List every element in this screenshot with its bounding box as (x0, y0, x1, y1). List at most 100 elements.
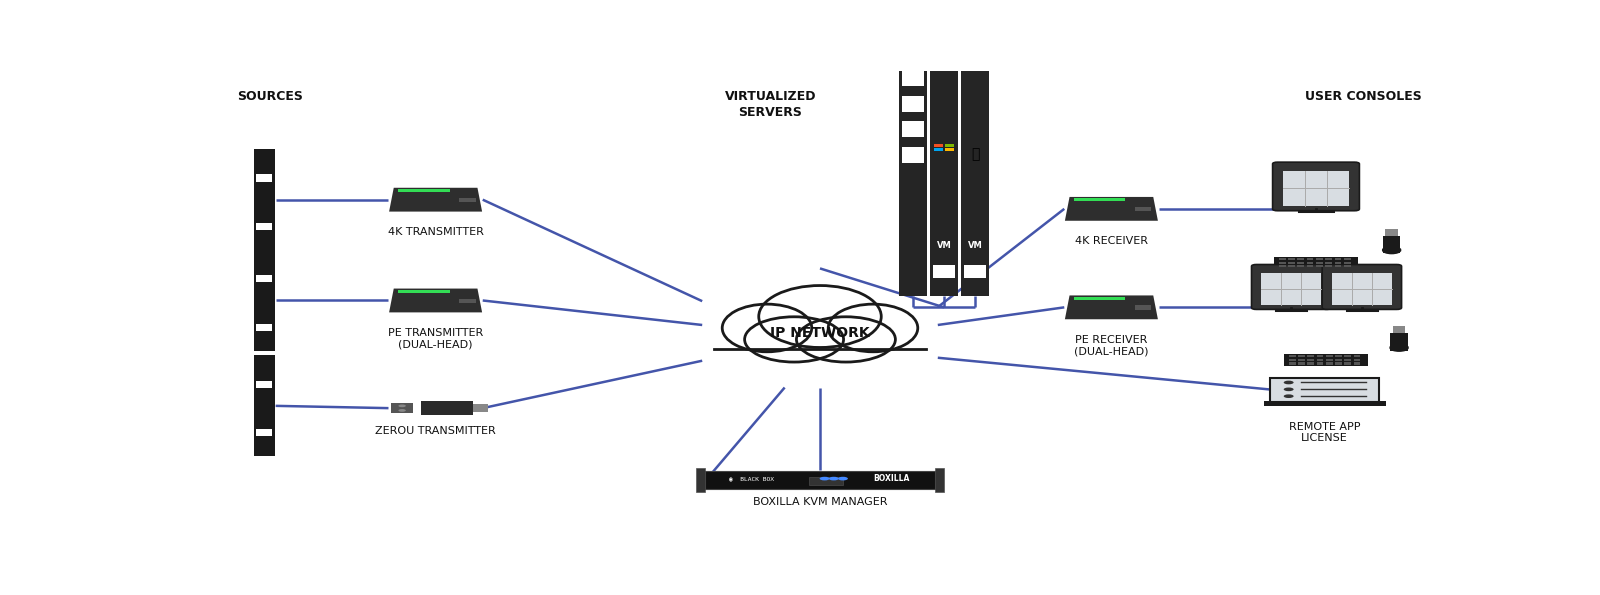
Circle shape (1283, 381, 1294, 384)
Bar (1307, 262, 1314, 264)
Bar (390, 403, 413, 413)
Bar (254, 149, 275, 250)
Text: USER CONSOLES: USER CONSOLES (1304, 90, 1421, 103)
Polygon shape (1066, 296, 1158, 320)
Text: BOXILLA KVM MANAGER: BOXILLA KVM MANAGER (752, 497, 888, 506)
Bar (254, 250, 275, 351)
Bar (1283, 171, 1349, 206)
Bar (963, 265, 987, 277)
Bar (1354, 355, 1360, 358)
Bar (398, 189, 450, 192)
Bar (1290, 359, 1296, 361)
Bar (1074, 297, 1125, 300)
Bar (1307, 355, 1314, 358)
Text: PE TRANSMITTER
(DUAL-HEAD): PE TRANSMITTER (DUAL-HEAD) (387, 328, 483, 350)
Bar (1325, 265, 1333, 267)
Bar (1325, 258, 1333, 260)
Text: ◉  BLACK BOX: ◉ BLACK BOX (728, 476, 774, 481)
Bar (1390, 333, 1408, 351)
Bar (696, 468, 706, 493)
Text: PE RECEIVER
(DUAL-HEAD): PE RECEIVER (DUAL-HEAD) (1074, 335, 1149, 356)
Ellipse shape (762, 328, 878, 364)
Bar (930, 67, 958, 296)
Bar (1298, 262, 1304, 264)
Bar (1307, 258, 1314, 260)
Bar (1298, 362, 1306, 365)
Bar (1264, 402, 1386, 406)
Circle shape (819, 477, 829, 480)
Bar (1325, 262, 1333, 264)
Ellipse shape (829, 304, 918, 352)
Bar (1290, 362, 1296, 365)
Bar (421, 401, 474, 415)
Bar (901, 70, 925, 86)
Text: SOURCES: SOURCES (237, 90, 302, 103)
Bar (899, 67, 926, 296)
Bar (1344, 265, 1350, 267)
Bar (934, 144, 942, 147)
Bar (1344, 262, 1350, 264)
Bar (1134, 305, 1152, 310)
Bar (459, 198, 475, 202)
Text: 4K RECEIVER: 4K RECEIVER (1075, 236, 1147, 246)
Bar (934, 468, 944, 493)
Bar (933, 265, 955, 277)
Bar (1298, 355, 1306, 358)
FancyBboxPatch shape (1322, 265, 1402, 309)
Bar (1317, 359, 1323, 361)
Bar (946, 144, 954, 147)
Text: IP NETWORK: IP NETWORK (770, 325, 870, 340)
Bar (1307, 359, 1314, 361)
Ellipse shape (722, 304, 811, 352)
Circle shape (1283, 387, 1294, 391)
Bar (459, 299, 475, 303)
Bar (1283, 354, 1368, 366)
Bar (1394, 326, 1405, 333)
Bar (1288, 262, 1294, 264)
Bar (1261, 273, 1322, 305)
Circle shape (829, 477, 838, 480)
Bar (901, 147, 925, 163)
Bar (1274, 257, 1358, 269)
Polygon shape (1066, 197, 1158, 221)
Bar (1134, 207, 1152, 211)
Bar (706, 471, 934, 489)
Bar (256, 275, 272, 283)
Bar (256, 223, 272, 230)
Bar (398, 290, 450, 293)
Bar (256, 429, 272, 436)
Circle shape (398, 409, 406, 412)
Text: VIRTUALIZED
SERVERS: VIRTUALIZED SERVERS (725, 90, 816, 119)
Bar (1354, 362, 1360, 365)
Bar (1326, 355, 1333, 358)
Ellipse shape (758, 286, 882, 347)
Bar (962, 67, 989, 296)
Text: ZEROU TRANSMITTER: ZEROU TRANSMITTER (376, 425, 496, 436)
Bar (946, 148, 954, 151)
Bar (1334, 262, 1341, 264)
Bar (1382, 236, 1400, 253)
Bar (1334, 258, 1341, 260)
Bar (1288, 258, 1294, 260)
Ellipse shape (744, 317, 843, 362)
Text: BOXILLA: BOXILLA (874, 474, 909, 483)
Bar (1317, 362, 1323, 365)
Bar (1333, 273, 1392, 305)
FancyBboxPatch shape (1251, 265, 1331, 309)
Circle shape (398, 405, 406, 407)
Bar (254, 355, 275, 456)
Bar (1317, 355, 1323, 358)
Bar (808, 477, 843, 485)
Bar (1386, 228, 1398, 236)
Text: 🐧: 🐧 (971, 147, 979, 161)
Bar (1315, 258, 1323, 260)
Bar (1278, 265, 1286, 267)
Bar (256, 324, 272, 331)
Ellipse shape (797, 317, 896, 362)
Polygon shape (389, 289, 482, 312)
Bar (1290, 355, 1296, 358)
Bar (1326, 359, 1333, 361)
Bar (1298, 359, 1306, 361)
Bar (714, 343, 926, 361)
Bar (1344, 359, 1352, 361)
